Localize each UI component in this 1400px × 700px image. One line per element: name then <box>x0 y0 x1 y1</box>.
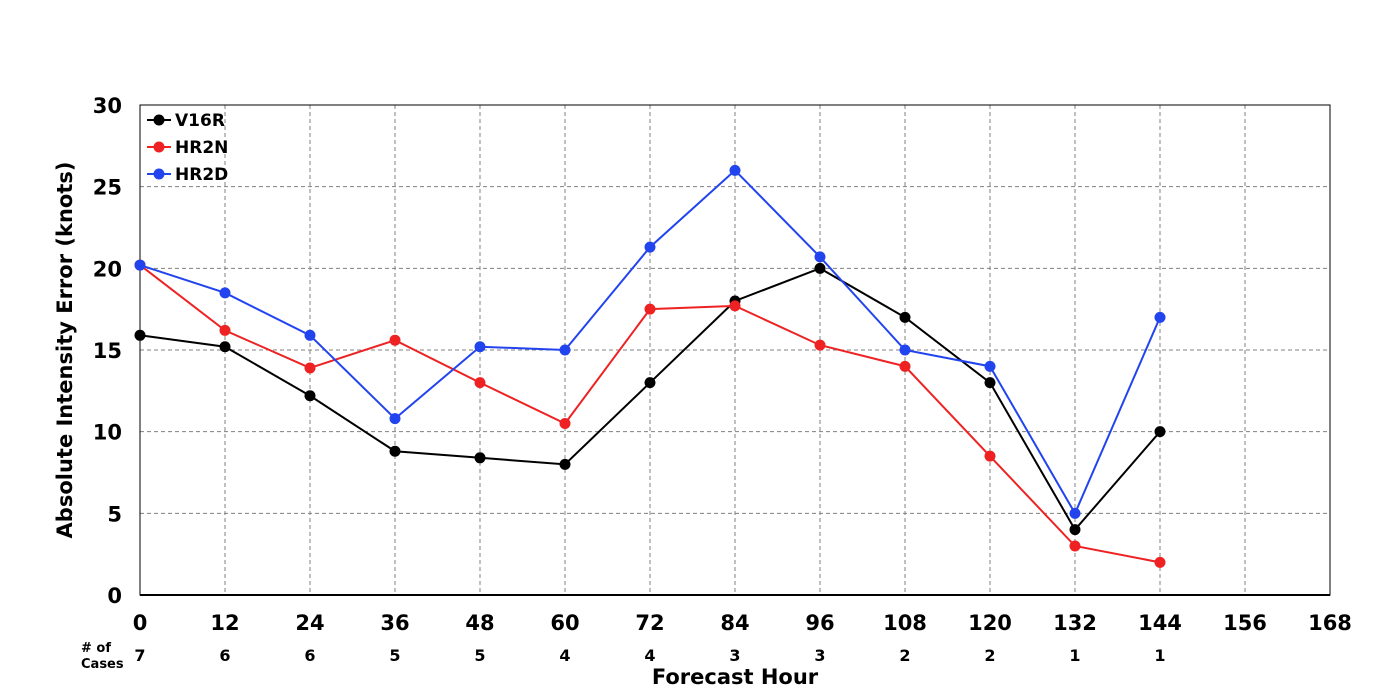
data-point <box>984 360 996 372</box>
x-tick-label: 72 <box>635 611 664 635</box>
data-point <box>219 324 231 336</box>
case-count: 2 <box>899 646 910 665</box>
cases-label: Cases <box>81 657 124 672</box>
case-count: 1 <box>1069 646 1080 665</box>
x-tick-label: 144 <box>1138 611 1182 635</box>
series-layer <box>134 164 1166 568</box>
data-point <box>984 377 996 389</box>
y-tick-label: 10 <box>93 421 122 445</box>
x-tick-label: 120 <box>968 611 1012 635</box>
case-count: 5 <box>389 646 400 665</box>
case-count: 5 <box>474 646 485 665</box>
legend-marker <box>153 141 165 153</box>
legend-item: V16R <box>147 111 225 131</box>
data-point <box>1154 556 1166 568</box>
data-point <box>389 413 401 425</box>
case-count: 3 <box>729 646 740 665</box>
data-point <box>474 452 486 464</box>
legend-label: V16R <box>175 111 225 131</box>
cases-label: # of <box>81 641 111 656</box>
x-tick-label: 60 <box>550 611 579 635</box>
x-tick-label: 108 <box>883 611 927 635</box>
y-axis-title: Absolute Intensity Error (knots) <box>53 162 77 539</box>
data-point <box>304 390 316 402</box>
x-tick-label: 168 <box>1308 611 1352 635</box>
legend-label: HR2D <box>175 165 228 185</box>
case-count: 6 <box>219 646 230 665</box>
x-tick-label: 96 <box>805 611 834 635</box>
data-point <box>1154 426 1166 438</box>
data-point <box>559 458 571 470</box>
data-point <box>644 377 656 389</box>
case-count: 6 <box>304 646 315 665</box>
data-point <box>1069 507 1081 519</box>
case-count: 2 <box>984 646 995 665</box>
legend-marker <box>153 168 165 180</box>
y-tick-label: 5 <box>107 502 122 526</box>
data-point <box>899 344 911 356</box>
x-tick-label: 36 <box>380 611 409 635</box>
data-point <box>559 344 571 356</box>
data-point <box>984 450 996 462</box>
y-tick-label: 30 <box>93 94 122 118</box>
data-point <box>474 377 486 389</box>
data-point <box>559 418 571 429</box>
data-point <box>644 241 656 253</box>
data-point <box>389 445 401 457</box>
y-tick-labels: 0 5 10 15 20 25 30 <box>93 94 122 608</box>
case-count: 4 <box>644 646 655 665</box>
data-point <box>134 259 146 271</box>
legend-label: HR2N <box>175 138 228 158</box>
x-tick-label: 12 <box>210 611 239 635</box>
x-tick-label: 0 <box>133 611 148 635</box>
data-point <box>729 164 741 176</box>
data-point <box>474 341 486 353</box>
x-tick-labels: 0 12 24 36 48 60 72 84 96 108 120 132 144 156 168 <box>133 611 1352 635</box>
data-point <box>729 300 741 312</box>
data-point <box>644 303 656 315</box>
x-tick-label: 48 <box>465 611 494 635</box>
case-count: 1 <box>1154 646 1165 665</box>
data-point <box>814 262 826 274</box>
data-point <box>389 334 401 346</box>
case-count: 4 <box>559 646 570 665</box>
y-tick-label: 20 <box>93 257 122 281</box>
data-point <box>1069 540 1081 552</box>
case-count: 7 <box>134 646 145 665</box>
x-tick-label: 84 <box>720 611 749 635</box>
series-hr2d <box>134 164 1166 519</box>
series-v16r <box>134 262 1166 536</box>
data-point <box>899 311 911 323</box>
data-point <box>134 329 146 341</box>
data-point <box>219 287 231 299</box>
y-tick-label: 25 <box>93 176 122 200</box>
data-point <box>814 251 826 263</box>
legend-item: HR2N <box>147 138 228 158</box>
x-tick-label: 156 <box>1223 611 1267 635</box>
data-point <box>1154 311 1166 323</box>
data-point <box>899 360 911 372</box>
data-point <box>304 362 316 374</box>
case-count: 3 <box>814 646 825 665</box>
data-point <box>304 329 316 341</box>
legend: V16R HR2N HR2D <box>147 111 228 185</box>
x-tick-label: 132 <box>1053 611 1097 635</box>
data-point <box>1069 524 1081 536</box>
legend-item: HR2D <box>147 165 228 185</box>
y-tick-label: 15 <box>93 339 122 363</box>
data-point <box>219 341 231 353</box>
x-axis-title: Forecast Hour <box>652 665 819 689</box>
x-tick-label: 24 <box>295 611 324 635</box>
y-tick-label: 0 <box>107 584 122 608</box>
legend-marker <box>153 114 165 126</box>
data-point <box>814 339 826 351</box>
series-hr2n <box>134 259 1166 568</box>
